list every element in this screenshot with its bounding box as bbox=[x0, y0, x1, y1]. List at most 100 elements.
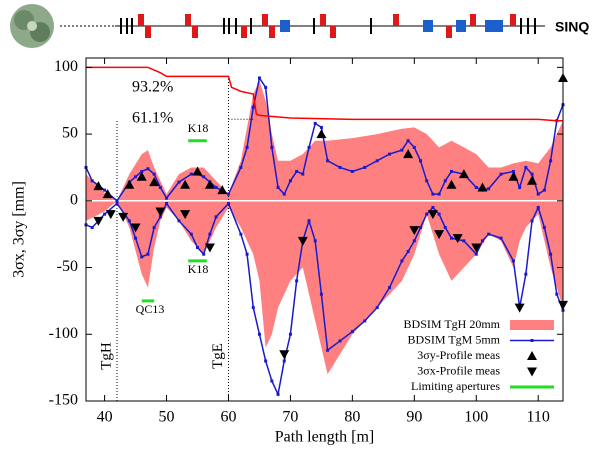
band-point bbox=[146, 252, 150, 256]
measurement bbox=[514, 303, 525, 313]
band-point bbox=[103, 188, 107, 192]
band-point bbox=[480, 239, 484, 243]
band-point bbox=[388, 286, 392, 290]
band-point bbox=[251, 105, 255, 109]
band-point bbox=[288, 179, 292, 183]
band-point bbox=[542, 225, 546, 229]
band-point bbox=[214, 185, 218, 189]
band-point bbox=[202, 252, 206, 256]
band-point bbox=[536, 205, 540, 209]
legend-label: BDSIM TgM 5mm bbox=[408, 332, 501, 346]
legend-label: BDSIM TgH 20mm bbox=[404, 317, 501, 331]
band-point bbox=[425, 179, 429, 183]
band-point bbox=[115, 199, 119, 203]
measurement bbox=[180, 179, 191, 189]
legend-swatch bbox=[527, 351, 537, 360]
x-tick-label: 70 bbox=[282, 409, 298, 426]
x-tick-label: 110 bbox=[527, 409, 550, 426]
band-point bbox=[406, 139, 410, 143]
band-point bbox=[487, 187, 491, 191]
band-point bbox=[165, 196, 169, 200]
band-point bbox=[388, 152, 392, 156]
band-point bbox=[449, 169, 453, 173]
band-point bbox=[276, 185, 280, 189]
band-point bbox=[400, 148, 404, 152]
band-point bbox=[239, 165, 243, 169]
measurement bbox=[471, 243, 482, 253]
band-point bbox=[326, 159, 330, 163]
band-point bbox=[208, 232, 212, 236]
plot-border bbox=[85, 57, 564, 402]
x-tick-label: 60 bbox=[220, 409, 236, 426]
band-point bbox=[530, 172, 534, 176]
measurement bbox=[192, 166, 203, 176]
x-tick-label: 100 bbox=[464, 409, 488, 426]
x-axis-label: Path length [m] bbox=[275, 429, 375, 446]
band-point bbox=[189, 172, 193, 176]
transmission-line bbox=[86, 66, 563, 122]
band-point bbox=[270, 379, 274, 383]
band-point bbox=[518, 185, 522, 189]
band-point bbox=[437, 192, 441, 196]
annotation: 61.1% bbox=[132, 110, 173, 127]
band-point bbox=[177, 180, 181, 184]
y-axis-label: 3σx, 3σy [mm] bbox=[11, 181, 28, 278]
y-tick-label: -100 bbox=[49, 325, 78, 342]
band-point bbox=[499, 172, 503, 176]
band-point bbox=[288, 332, 292, 336]
band-point bbox=[549, 159, 553, 163]
band-point bbox=[313, 239, 317, 243]
band-point bbox=[437, 212, 441, 216]
annotation: 93.2% bbox=[132, 79, 173, 96]
band-point bbox=[443, 225, 447, 229]
band-point bbox=[487, 232, 491, 236]
band-point bbox=[196, 246, 200, 250]
band-point bbox=[115, 201, 119, 205]
band-point bbox=[282, 359, 286, 363]
legend-label: 3σy-Profile meas bbox=[417, 348, 500, 362]
band-point bbox=[536, 192, 540, 196]
measurement bbox=[409, 226, 420, 236]
legend-swatch bbox=[530, 339, 534, 342]
measurement bbox=[446, 179, 457, 189]
y-tick-label: 50 bbox=[62, 125, 78, 142]
band-point bbox=[226, 192, 230, 196]
band-point bbox=[474, 185, 478, 189]
measurement bbox=[149, 177, 160, 187]
band-point bbox=[158, 185, 162, 189]
band-point bbox=[152, 225, 156, 229]
beamline-schematic: SINQ bbox=[10, 4, 589, 48]
measurement bbox=[102, 189, 113, 199]
band-point bbox=[431, 192, 435, 196]
legend-swatch bbox=[527, 367, 537, 377]
measurement bbox=[118, 212, 129, 222]
band-point bbox=[264, 85, 268, 89]
band-point bbox=[524, 272, 528, 276]
measurement bbox=[279, 350, 290, 360]
annotation: K18 bbox=[188, 121, 209, 135]
band-point bbox=[338, 339, 342, 343]
band-point bbox=[245, 252, 249, 256]
band-point bbox=[412, 145, 416, 149]
legend-label: Limiting apertures bbox=[411, 379, 500, 393]
band-point bbox=[226, 201, 230, 205]
measurement bbox=[477, 182, 488, 192]
band-point bbox=[189, 232, 193, 236]
band-point bbox=[239, 232, 243, 236]
measurement bbox=[124, 179, 135, 189]
measurement bbox=[508, 171, 519, 181]
band-point bbox=[412, 239, 416, 243]
measurement bbox=[316, 129, 327, 139]
measurement bbox=[527, 175, 538, 185]
x-tick-label: 90 bbox=[406, 409, 422, 426]
band-point bbox=[350, 169, 354, 173]
band-point bbox=[301, 172, 305, 176]
band-point bbox=[363, 165, 367, 169]
measurement bbox=[180, 210, 191, 220]
y-tick-label: -150 bbox=[49, 392, 78, 409]
band-point bbox=[307, 219, 311, 223]
band-point bbox=[177, 219, 181, 223]
band-point bbox=[400, 259, 404, 263]
band-point bbox=[425, 212, 429, 216]
band-point bbox=[375, 306, 379, 310]
